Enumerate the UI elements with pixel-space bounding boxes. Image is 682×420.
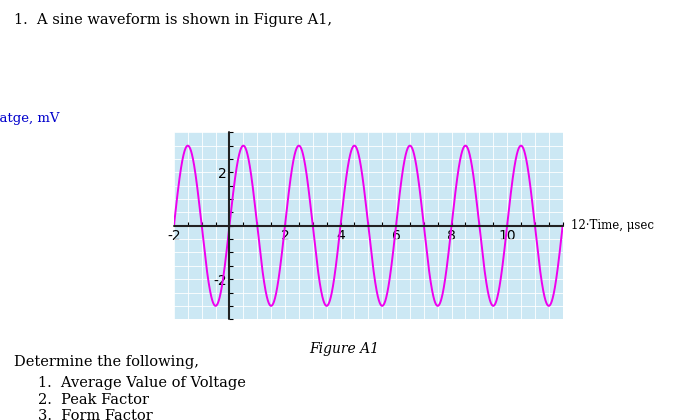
Text: Determine the following,: Determine the following,: [14, 355, 198, 369]
Text: Figure A1: Figure A1: [310, 342, 379, 356]
Text: 1.  A sine waveform is shown in Figure A1,: 1. A sine waveform is shown in Figure A1…: [14, 13, 331, 26]
Text: 2.  Peak Factor: 2. Peak Factor: [38, 393, 149, 407]
Text: 3.  Form Factor: 3. Form Factor: [38, 410, 152, 420]
Text: Volatge, mV: Volatge, mV: [0, 112, 60, 125]
Text: 12·Time, μsec: 12·Time, μsec: [571, 219, 654, 232]
Text: 1.  Average Value of Voltage: 1. Average Value of Voltage: [38, 376, 246, 390]
